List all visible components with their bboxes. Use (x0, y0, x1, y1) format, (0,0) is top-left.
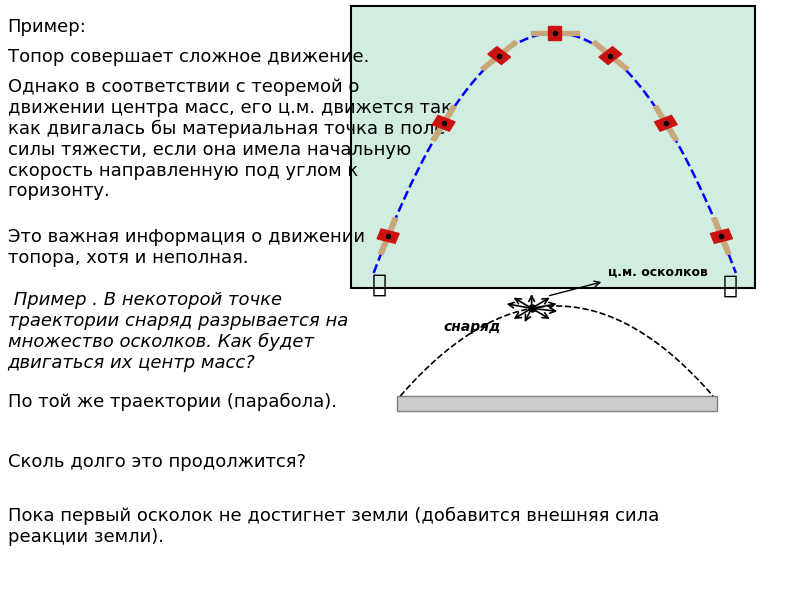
Text: Топор совершает сложное движение.: Топор совершает сложное движение. (8, 48, 369, 66)
Text: Это важная информация о движении
топора, хотя и неполная.: Это важная информация о движении топора,… (8, 228, 365, 267)
Polygon shape (710, 229, 732, 243)
Text: Однако в соответствии с теоремой о
движении центра масс, его ц.м. движется так
к: Однако в соответствии с теоремой о движе… (8, 78, 452, 200)
Polygon shape (431, 106, 456, 141)
Polygon shape (377, 229, 399, 243)
Polygon shape (654, 115, 677, 131)
Polygon shape (654, 106, 678, 141)
Text: Пример . В некоторой точке
траектории снаряд разрывается на
множество осколков. : Пример . В некоторой точке траектории сн… (8, 291, 348, 371)
Text: снаряд: снаряд (444, 320, 501, 334)
Polygon shape (712, 218, 731, 255)
Polygon shape (378, 218, 398, 255)
Text: По той же траектории (парабола).: По той же траектории (парабола). (8, 393, 337, 411)
Polygon shape (481, 41, 518, 70)
Text: Пример:: Пример: (8, 18, 86, 36)
Text: ✋: ✋ (721, 273, 736, 297)
Bar (397, 396, 717, 411)
Polygon shape (432, 115, 455, 131)
Polygon shape (592, 41, 629, 70)
Text: ✋: ✋ (372, 273, 387, 297)
Text: Сколь долго это продолжится?: Сколь долго это продолжится? (8, 453, 306, 471)
Polygon shape (599, 47, 622, 64)
Text: Пока первый осколок не достигнет земли (добавится внешняя сила
реакции земли).: Пока первый осколок не достигнет земли (… (8, 507, 659, 546)
Bar (350, 6, 755, 288)
Polygon shape (488, 47, 510, 64)
Polygon shape (548, 26, 562, 40)
Text: ц.м. осколков: ц.м. осколков (608, 265, 708, 278)
Polygon shape (530, 31, 578, 35)
